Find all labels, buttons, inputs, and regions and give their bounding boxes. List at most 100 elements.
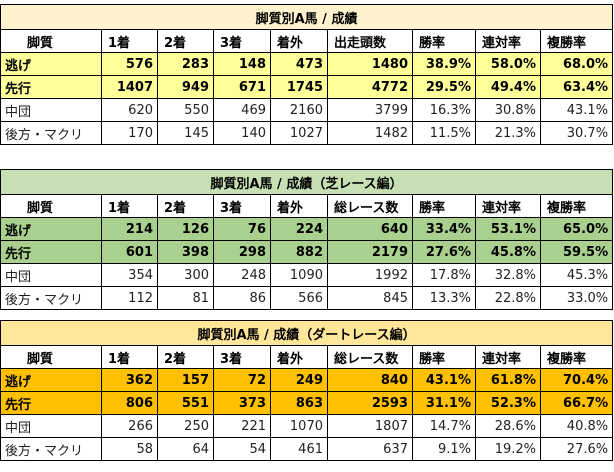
header-cell: 着外 <box>270 194 328 218</box>
header-cell: 3着 <box>213 29 271 53</box>
table-cell: 16.3% <box>412 98 476 122</box>
table-cell: 145 <box>157 121 214 145</box>
table-row: 先行 1407 949 671 1745 4772 29.5% 49.4% 63… <box>0 75 614 99</box>
table-cell: 32.8% <box>475 263 541 287</box>
table-cell: 31.1% <box>412 391 476 415</box>
table-cell: 33.0% <box>539 286 614 310</box>
table-cell: 58.0% <box>475 52 541 76</box>
table-cell: 17.8% <box>412 263 476 287</box>
table-cell: 576 <box>101 52 158 76</box>
table-cell: 9.1% <box>412 437 476 461</box>
table-cell: 469 <box>213 98 271 122</box>
table-cell: 30.8% <box>475 98 541 122</box>
table-cell: 86 <box>213 286 271 310</box>
table-title: 脚質別A馬 / 成績（芝レース編） <box>0 169 614 195</box>
table-cell: 461 <box>270 437 328 461</box>
table-cell: 27.6% <box>539 437 614 461</box>
header-cell: 脚質 <box>0 194 102 218</box>
table-cell: 1482 <box>327 121 413 145</box>
header-cell: 総レース数 <box>327 345 413 369</box>
table-cell: 29.5% <box>412 75 476 99</box>
table-row: 先行 806 551 373 863 2593 31.1% 52.3% 66.7… <box>0 391 614 415</box>
header-cell: 2着 <box>157 29 214 53</box>
table-row: 中団 266 250 221 1070 1807 14.7% 28.6% 40.… <box>0 414 614 438</box>
header-cell: 1着 <box>101 345 158 369</box>
table-cell: 362 <box>101 368 158 392</box>
table-title: 脚質別A馬 / 成績 <box>0 4 614 30</box>
table-cell: 11.5% <box>412 121 476 145</box>
table-cell: 65.0% <box>539 217 614 241</box>
table-cell: 1090 <box>270 263 328 287</box>
table-cell: 27.6% <box>412 240 476 264</box>
header-cell: 3着 <box>213 194 271 218</box>
header-cell: 脚質 <box>0 29 102 53</box>
table-cell: 283 <box>157 52 214 76</box>
table-cell: 157 <box>157 368 214 392</box>
header-cell: 1着 <box>101 29 158 53</box>
header-cell: 複勝率 <box>539 29 614 53</box>
row-label: 後方・マクリ <box>0 121 102 145</box>
table-section-turf: 脚質別A馬 / 成績（芝レース編） 脚質 1着 2着 3着 着外 総レース数 勝… <box>0 169 614 310</box>
header-cell: 2着 <box>157 345 214 369</box>
table-cell: 1070 <box>270 414 328 438</box>
row-label: 先行 <box>0 240 102 264</box>
row-label: 中団 <box>0 263 102 287</box>
table-cell: 221 <box>213 414 271 438</box>
table-cell: 640 <box>327 217 413 241</box>
table-cell: 40.8% <box>539 414 614 438</box>
header-cell: 連対率 <box>475 345 541 369</box>
table-row: 逃げ 576 283 148 473 1480 38.9% 58.0% 68.0… <box>0 52 614 76</box>
row-label: 逃げ <box>0 368 102 392</box>
table-cell: 266 <box>101 414 158 438</box>
table-cell: 54 <box>213 437 271 461</box>
header-cell: 勝率 <box>412 194 476 218</box>
table-cell: 620 <box>101 98 158 122</box>
table-cell: 566 <box>270 286 328 310</box>
table-cell: 2593 <box>327 391 413 415</box>
table-cell: 148 <box>213 52 271 76</box>
header-cell: 勝率 <box>412 29 476 53</box>
table-cell: 354 <box>101 263 158 287</box>
table-cell: 28.6% <box>475 414 541 438</box>
table-cell: 43.1% <box>539 98 614 122</box>
row-label: 先行 <box>0 391 102 415</box>
table-cell: 45.3% <box>539 263 614 287</box>
table-cell: 49.4% <box>475 75 541 99</box>
table-cell: 63.4% <box>539 75 614 99</box>
header-cell: 脚質 <box>0 345 102 369</box>
table-cell: 21.3% <box>475 121 541 145</box>
table-row: 中団 354 300 248 1090 1992 17.8% 32.8% 45.… <box>0 263 614 287</box>
row-label: 逃げ <box>0 52 102 76</box>
header-cell: 勝率 <box>412 345 476 369</box>
row-label: 逃げ <box>0 217 102 241</box>
table-cell: 550 <box>157 98 214 122</box>
header-cell: 着外 <box>270 345 328 369</box>
table-cell: 66.7% <box>539 391 614 415</box>
table-cell: 61.8% <box>475 368 541 392</box>
table-cell: 863 <box>270 391 328 415</box>
table-cell: 2179 <box>327 240 413 264</box>
header-cell: 2着 <box>157 194 214 218</box>
table-cell: 4772 <box>327 75 413 99</box>
header-cell: 出走頭数 <box>327 29 413 53</box>
table-cell: 13.3% <box>412 286 476 310</box>
table-cell: 373 <box>213 391 271 415</box>
table-cell: 68.0% <box>539 52 614 76</box>
table-cell: 224 <box>270 217 328 241</box>
table-cell: 19.2% <box>475 437 541 461</box>
row-label: 先行 <box>0 75 102 99</box>
table-cell: 845 <box>327 286 413 310</box>
table-cell: 949 <box>157 75 214 99</box>
table-cell: 70.4% <box>539 368 614 392</box>
stats-table: 脚質別A馬 / 成績（芝レース編） 脚質 1着 2着 3着 着外 総レース数 勝… <box>0 169 614 310</box>
table-cell: 1407 <box>101 75 158 99</box>
table-cell: 76 <box>213 217 271 241</box>
table-cell: 126 <box>157 217 214 241</box>
table-cell: 72 <box>213 368 271 392</box>
table-cell: 637 <box>327 437 413 461</box>
table-cell: 53.1% <box>475 217 541 241</box>
table-cell: 214 <box>101 217 158 241</box>
table-cell: 30.7% <box>539 121 614 145</box>
table-row: 先行 601 398 298 882 2179 27.6% 45.8% 59.5… <box>0 240 614 264</box>
table-row: 逃げ 362 157 72 249 840 43.1% 61.8% 70.4% <box>0 368 614 392</box>
